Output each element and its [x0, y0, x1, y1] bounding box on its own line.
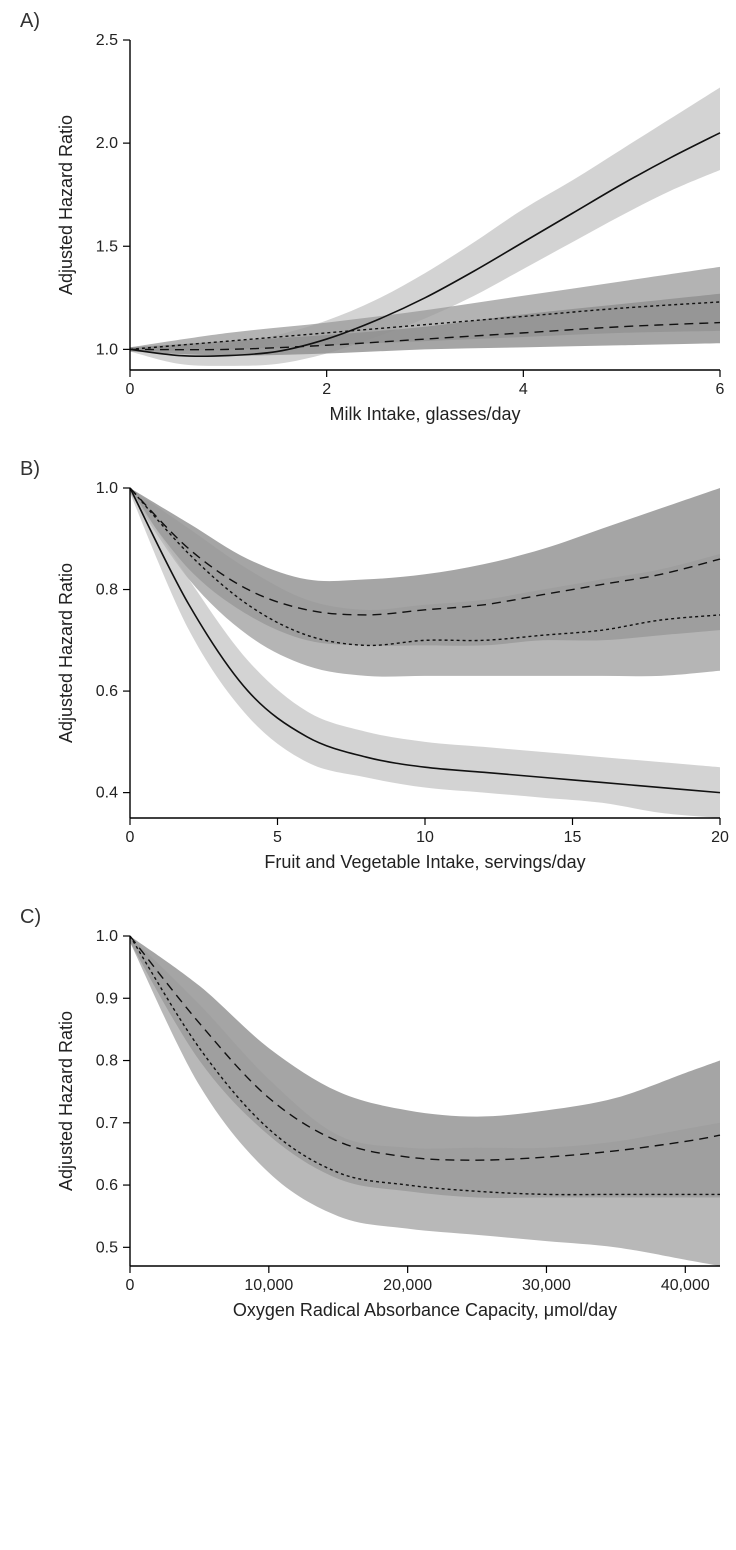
x-axis-label: Oxygen Radical Absorbance Capacity, μmol… — [233, 1300, 617, 1320]
y-tick-label: 2.0 — [96, 135, 118, 152]
x-tick-label: 10,000 — [244, 1277, 293, 1294]
x-tick-label: 2 — [322, 381, 331, 398]
x-tick-label: 5 — [273, 829, 282, 846]
y-tick-label: 0.8 — [96, 1053, 118, 1070]
panel-label-c: C) — [20, 906, 41, 929]
panel-a: A) 02461.01.52.02.5Milk Intake, glasses/… — [20, 10, 716, 440]
chart-wrap-a: 02461.01.52.02.5Milk Intake, glasses/day… — [40, 10, 716, 440]
x-tick-label: 20 — [711, 829, 729, 846]
x-tick-label: 40,000 — [661, 1277, 710, 1294]
x-tick-label: 30,000 — [522, 1277, 571, 1294]
x-tick-label: 0 — [126, 829, 135, 846]
y-tick-label: 0.8 — [96, 582, 118, 599]
chart-wrap-b: 051015200.40.60.81.0Fruit and Vegetable … — [40, 458, 716, 888]
y-axis-label: Adjusted Hazard Ratio — [56, 1011, 76, 1191]
x-axis-label: Fruit and Vegetable Intake, servings/day — [264, 852, 585, 872]
y-tick-label: 1.0 — [96, 928, 118, 945]
x-tick-label: 0 — [126, 1277, 135, 1294]
y-tick-label: 0.6 — [96, 683, 118, 700]
y-axis-label: Adjusted Hazard Ratio — [56, 563, 76, 743]
panel-c: C) 0 10,000 20,000 30,000 40,000 0.5 0.6 0.7 0.8… — [20, 906, 716, 1336]
chart-b: 0 5 10 15 20 0.4 0.6 0.8 1.0 Fruit and Vegetable … — [40, 458, 736, 888]
panel-label-a: A) — [20, 10, 40, 33]
y-tick-label: 0.5 — [96, 1239, 118, 1256]
y-tick-label: 1.0 — [96, 480, 118, 497]
y-tick-label: 0.7 — [96, 1115, 118, 1132]
x-tick-label: 10 — [416, 829, 434, 846]
x-tick-label: 6 — [716, 381, 725, 398]
panel-b: B) 051015200.40.60.81.0Fruit and Vegetab… — [20, 458, 716, 888]
y-axis-label: Adjusted Hazard Ratio — [56, 115, 76, 295]
x-tick-label: 15 — [564, 829, 582, 846]
y-tick-label: 1.0 — [96, 341, 118, 358]
y-tick-label: 0.4 — [96, 785, 118, 802]
x-tick-label: 20,000 — [383, 1277, 432, 1294]
x-axis-label: Milk Intake, glasses/day — [329, 404, 520, 424]
y-tick-label: 1.5 — [96, 238, 118, 255]
y-tick-label: 0.6 — [96, 1177, 118, 1194]
x-tick-label: 0 — [126, 381, 135, 398]
chart-c: 0 10,000 20,000 30,000 40,000 0.5 0.6 0.7 0.8 0.9… — [40, 906, 736, 1336]
y-tick-label: 2.5 — [96, 32, 118, 49]
chart-wrap-c: 0 10,000 20,000 30,000 40,000 0.5 0.6 0.7 0.8 0.9… — [40, 906, 716, 1336]
y-tick-label: 0.9 — [96, 990, 118, 1007]
panel-label-b: B) — [20, 458, 40, 481]
chart-a: 0 2 4 6 1.0 1.5 2.0 2.5 Milk Intake, glasses/day… — [40, 10, 736, 440]
x-tick-label: 4 — [519, 381, 528, 398]
